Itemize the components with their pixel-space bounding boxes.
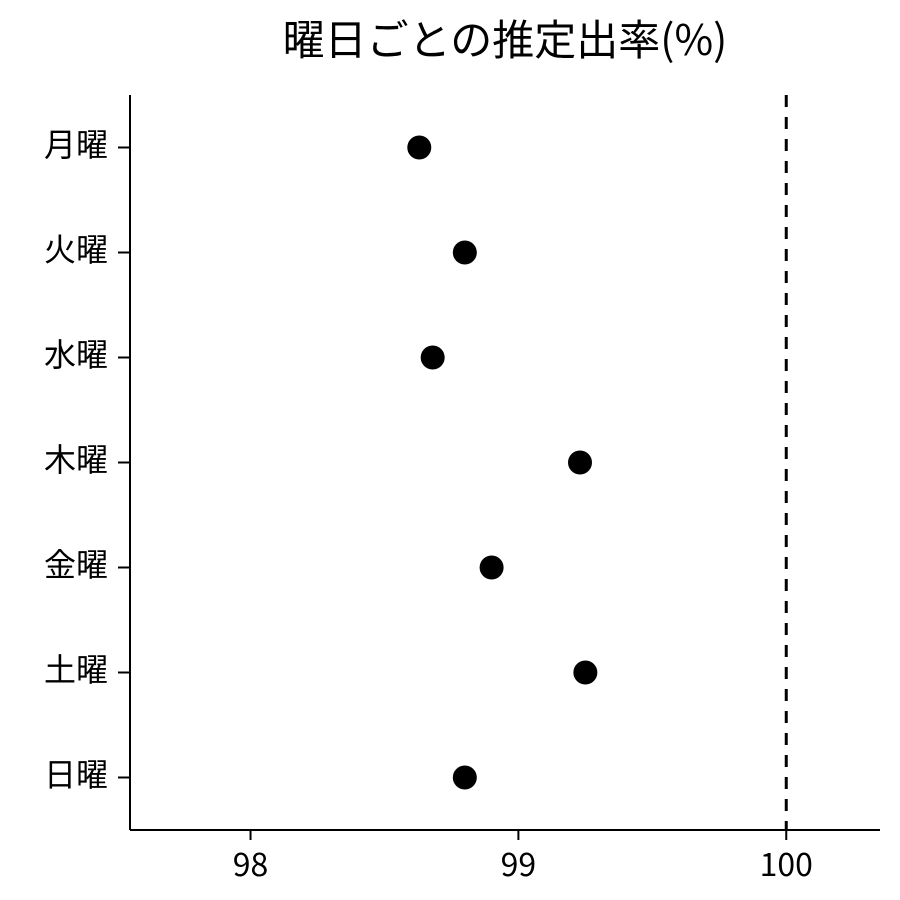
y-tick-label: 水曜 [44, 330, 108, 376]
dotplot-chart: 曜日ごとの推定出率(%) 98 99 100 月曜火曜水曜木曜金曜土曜日曜 [0, 0, 900, 900]
x-tick-label: 98 [233, 840, 269, 886]
data-point [480, 556, 504, 580]
y-tick-label: 木曜 [44, 435, 108, 481]
chart-title: 曜日ごとの推定出率(%) [283, 7, 728, 68]
y-tick-label: 土曜 [44, 645, 108, 691]
y-tick-label: 火曜 [44, 225, 108, 271]
x-tick-label: 99 [501, 840, 537, 886]
data-point [568, 451, 592, 475]
y-tick-label: 日曜 [44, 750, 108, 796]
data-point [453, 241, 477, 265]
y-tick-label: 月曜 [44, 120, 108, 166]
y-tick-label: 金曜 [44, 540, 108, 586]
data-point [573, 661, 597, 685]
data-point [453, 766, 477, 790]
data-point [407, 136, 431, 160]
x-tick-label: 100 [760, 840, 813, 886]
data-point [421, 346, 445, 370]
